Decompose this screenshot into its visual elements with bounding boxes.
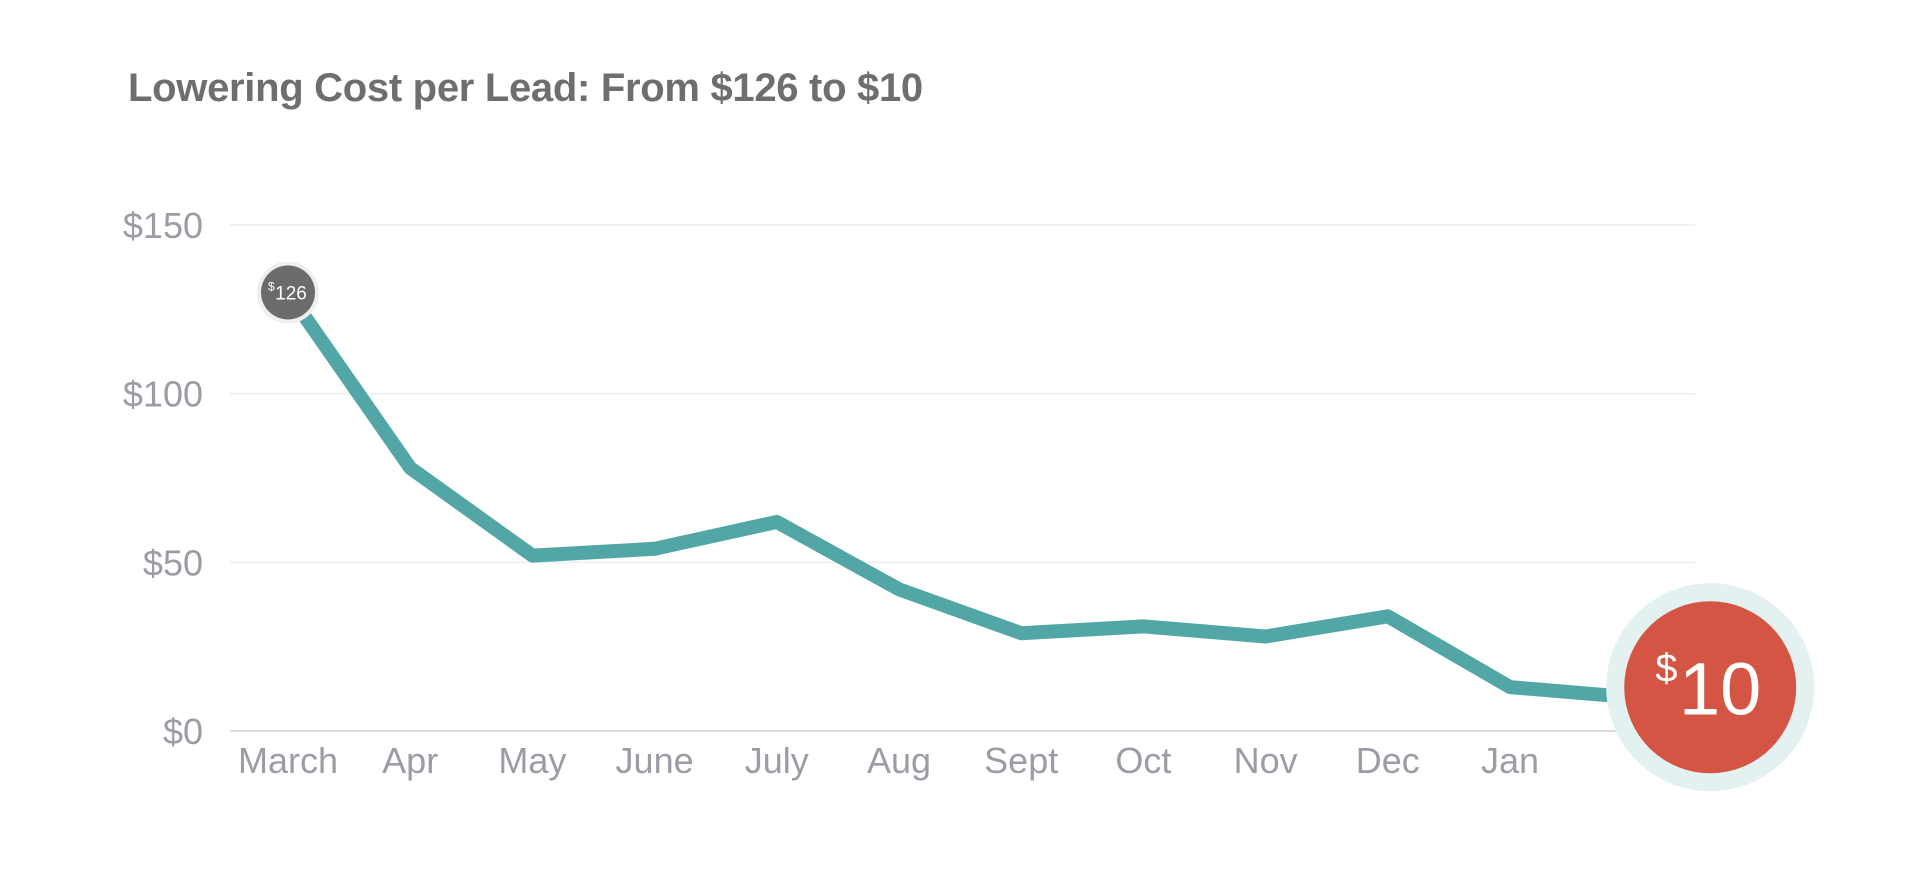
data-point — [1017, 629, 1026, 638]
x-tick-label: Apr — [382, 740, 438, 781]
start-badge-label: 126 — [275, 283, 307, 304]
annotation-layer: $126$ 10 — [257, 261, 1815, 792]
data-point — [406, 463, 415, 472]
data-point — [772, 517, 781, 526]
start-badge-currency: $ — [268, 279, 275, 293]
y-axis: $0 $50 $100 $150 — [123, 205, 203, 752]
x-tick-label: June — [616, 740, 694, 781]
end-badge-label: 10 — [1679, 647, 1761, 730]
x-tick-label: Jan — [1481, 740, 1539, 781]
data-point — [1506, 683, 1514, 692]
data-point — [1383, 612, 1392, 621]
y-tick-label: $0 — [163, 711, 203, 752]
end-badge — [1624, 601, 1797, 774]
x-tick-label: Aug — [867, 740, 931, 781]
x-tick-label: July — [745, 740, 809, 781]
data-point — [1261, 632, 1270, 641]
x-tick-label: March — [238, 740, 338, 781]
y-tick-label: $50 — [143, 542, 203, 583]
x-tick-label: Nov — [1234, 740, 1298, 781]
series-layer — [281, 285, 1640, 705]
x-tick-label: Dec — [1356, 740, 1420, 781]
data-point — [1139, 622, 1148, 631]
start-badge — [261, 265, 315, 320]
data-point — [650, 544, 659, 553]
chart-title: Lowering Cost per Lead: From $126 to $10 — [128, 66, 923, 110]
grid-layer — [230, 224, 1695, 732]
y-tick-label: $100 — [123, 374, 203, 415]
x-tick-label: May — [498, 740, 566, 781]
end-badge-currency: $ — [1655, 646, 1677, 690]
data-point — [895, 585, 903, 594]
x-axis: March Apr May June July Aug Sept Oct Nov Dec Jan — [238, 740, 1539, 781]
series-line — [281, 285, 1640, 705]
x-tick-label: Oct — [1115, 740, 1171, 781]
data-point — [528, 551, 537, 560]
x-tick-label: Sept — [984, 740, 1058, 781]
y-tick-label: $150 — [123, 205, 203, 246]
